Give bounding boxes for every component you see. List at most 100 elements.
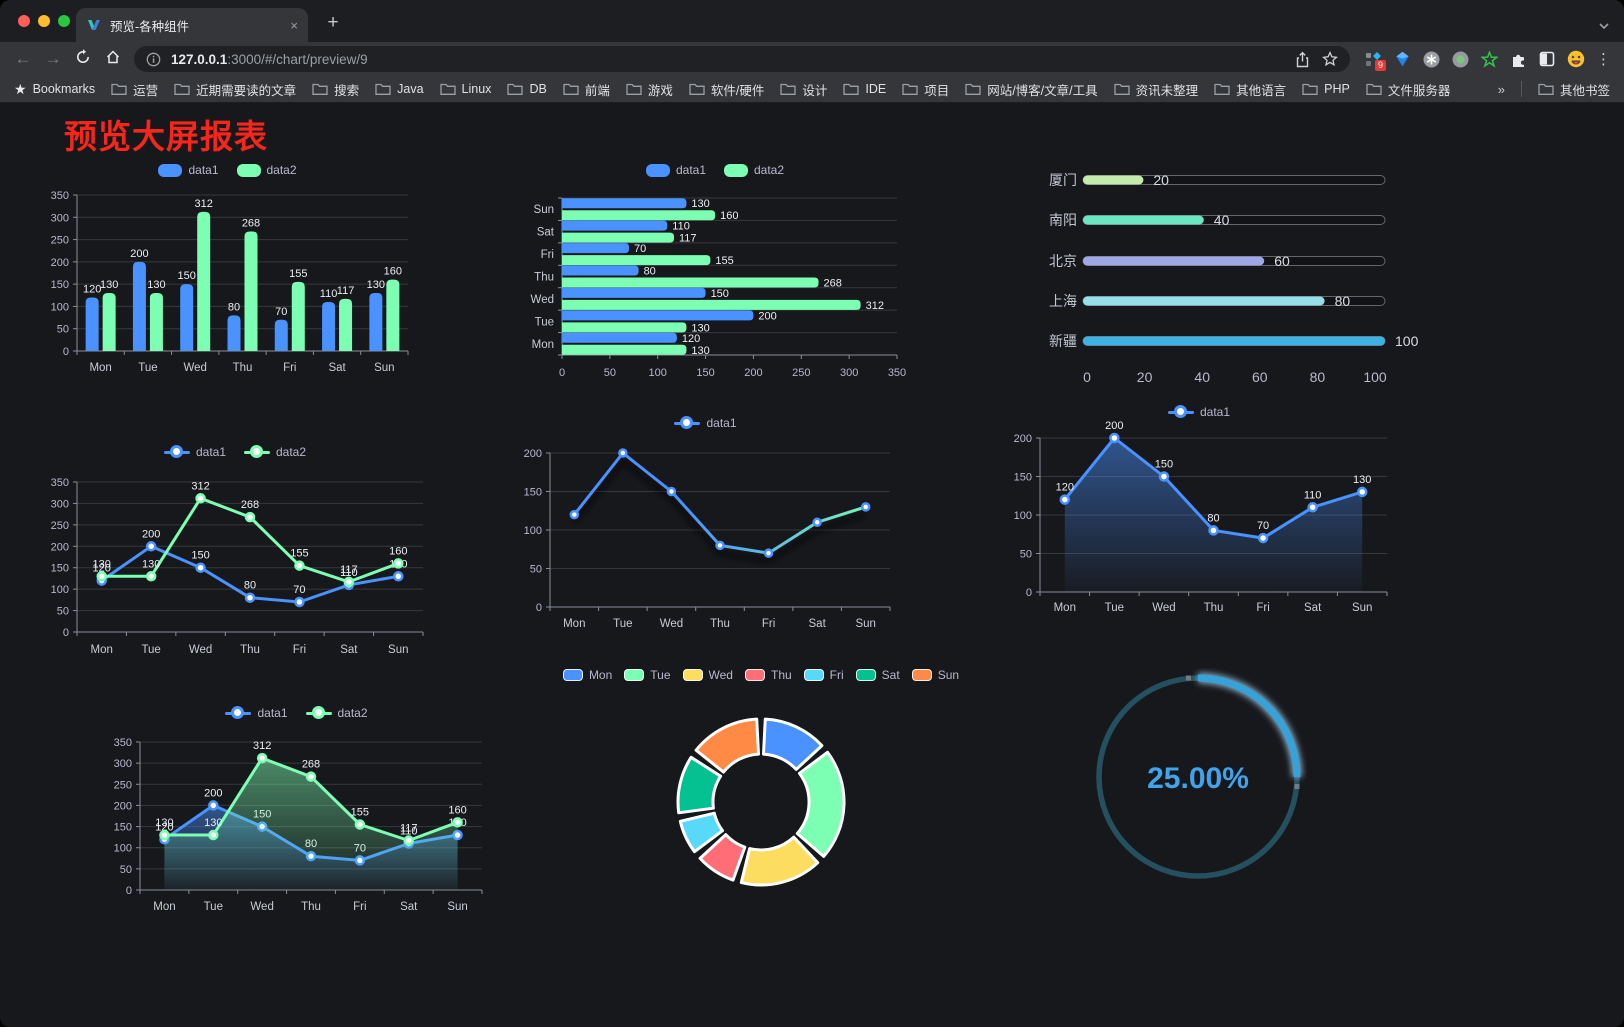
bookmark-folder-item[interactable]: 近期需要读的文章 xyxy=(174,80,296,99)
bookmark-folder-item[interactable]: 运营 xyxy=(111,80,158,99)
minimize-window-button[interactable] xyxy=(38,15,50,27)
tab-strip: 预览-各种组件 × + xyxy=(0,0,1624,42)
svg-text:150: 150 xyxy=(524,487,542,499)
folder-icon xyxy=(375,83,391,95)
tab-list-chevron-icon[interactable] xyxy=(1598,19,1610,33)
svg-text:Tue: Tue xyxy=(204,901,223,913)
legend-swatch xyxy=(236,163,261,177)
svg-text:155: 155 xyxy=(351,806,369,818)
other-bookmarks-item[interactable]: 其他书签 xyxy=(1538,80,1610,99)
svg-text:50: 50 xyxy=(57,324,69,336)
chart-line-gradient: 0 50 100 150 200 Mon Tue Wed Thu Fri Sat Sun data1 xyxy=(513,413,898,630)
legend-item-Tue[interactable]: Tue xyxy=(624,668,671,682)
svg-text:Mon: Mon xyxy=(91,644,113,656)
bookmark-folder-item[interactable]: DB xyxy=(507,80,547,99)
browser-toolbar: ← → 127.0.0.1:3000/#/chart/preview/9 9 xyxy=(0,42,1624,76)
svg-text:250: 250 xyxy=(792,367,810,379)
svg-text:312: 312 xyxy=(191,480,209,492)
bookmark-folder-item[interactable]: IDE xyxy=(843,80,886,99)
forward-button[interactable]: → xyxy=(44,49,62,68)
extensions-area: 9 ⋮ xyxy=(1356,50,1616,71)
legend-item-Thu[interactable]: Thu xyxy=(744,668,792,682)
legend-item-Fri[interactable]: Fri xyxy=(803,668,844,682)
browser-tab[interactable]: 预览-各种组件 × xyxy=(76,8,308,42)
bookmark-folder-item[interactable]: 文件服务器 xyxy=(1366,80,1450,99)
folder-icon xyxy=(626,83,642,95)
ext-asterisk-icon[interactable] xyxy=(1422,50,1440,68)
bookmark-folder-item[interactable]: 前端 xyxy=(563,80,610,99)
legend-item-Wed[interactable]: Wed xyxy=(682,668,733,682)
svg-text:150: 150 xyxy=(1014,472,1032,484)
svg-text:0: 0 xyxy=(1083,369,1091,385)
share-icon[interactable] xyxy=(1295,51,1310,68)
ext-contrast-icon[interactable] xyxy=(1538,50,1556,68)
svg-text:Fri: Fri xyxy=(283,362,296,374)
svg-text:300: 300 xyxy=(114,758,132,770)
svg-text:200: 200 xyxy=(51,541,69,553)
legend-item-Sat[interactable]: Sat xyxy=(855,668,900,682)
svg-text:117: 117 xyxy=(400,823,418,835)
ext-green-dot-icon[interactable] xyxy=(1451,50,1469,68)
bookmark-folder-item[interactable]: Java xyxy=(375,80,424,99)
tab-close-icon[interactable]: × xyxy=(290,17,298,33)
svg-text:0: 0 xyxy=(63,346,69,358)
close-window-button[interactable] xyxy=(18,15,30,27)
menu-kebab-icon[interactable]: ⋮ xyxy=(1596,51,1611,68)
bookmark-folder-item[interactable]: 设计 xyxy=(780,80,827,99)
legend-item-data2[interactable]: data2 xyxy=(244,445,306,459)
ext-star-icon[interactable] xyxy=(1480,50,1498,68)
legend-item-data1[interactable]: data1 xyxy=(158,163,219,177)
svg-text:130: 130 xyxy=(691,345,709,357)
legend-item-Sun[interactable]: Sun xyxy=(911,668,959,682)
legend-item-data2[interactable]: data2 xyxy=(305,706,368,720)
svg-text:0: 0 xyxy=(1026,587,1032,599)
legend-item-data1[interactable]: data1 xyxy=(225,706,288,720)
svg-text:155: 155 xyxy=(290,548,308,560)
legend-item-data1[interactable]: data1 xyxy=(645,163,706,177)
svg-text:50: 50 xyxy=(57,606,69,618)
ext-puzzle-icon[interactable] xyxy=(1509,50,1527,68)
svg-text:Sat: Sat xyxy=(400,901,418,913)
svg-text:312: 312 xyxy=(195,198,213,210)
bookmark-folder-item[interactable]: 搜索 xyxy=(312,80,359,99)
bookmark-folder-item[interactable]: 网站/博客/文章/工具 xyxy=(965,80,1098,99)
home-button[interactable] xyxy=(98,49,128,70)
bookmark-folder-item[interactable]: PHP xyxy=(1302,80,1350,99)
bookmarks-manager-item[interactable]: ★ Bookmarks xyxy=(14,81,95,98)
bookmark-folder-item[interactable]: 资讯未整理 xyxy=(1113,80,1198,99)
new-tab-button[interactable]: + xyxy=(327,12,339,33)
legend-item-data2[interactable]: data2 xyxy=(236,163,297,177)
chart-legend: data1 data2 xyxy=(103,703,490,723)
site-info-icon[interactable] xyxy=(146,52,161,67)
bookmark-folder-item[interactable]: 项目 xyxy=(902,80,949,99)
legend-item-Mon[interactable]: Mon xyxy=(562,668,612,682)
ext-gem-icon[interactable] xyxy=(1393,50,1411,68)
bookmark-folder-item[interactable]: 其他语言 xyxy=(1214,80,1286,99)
bookmark-folder-item[interactable]: 软件/硬件 xyxy=(689,80,764,99)
svg-text:Sat: Sat xyxy=(340,644,358,656)
legend-item-data1[interactable]: data1 xyxy=(163,445,226,459)
ext-emoji-icon[interactable] xyxy=(1567,50,1585,68)
reload-button[interactable] xyxy=(68,48,98,70)
svg-text:Sun: Sun xyxy=(534,204,554,216)
svg-text:300: 300 xyxy=(51,498,69,510)
back-button[interactable]: ← xyxy=(14,49,32,68)
svg-text:100: 100 xyxy=(114,843,132,855)
bookmark-folder-item[interactable]: Linux xyxy=(439,80,491,99)
bookmarks-overflow-chevron[interactable]: » xyxy=(1497,81,1505,97)
bookmark-star-icon[interactable] xyxy=(1322,51,1338,67)
legend-swatch xyxy=(163,445,190,459)
svg-text:200: 200 xyxy=(1105,420,1123,432)
legend-item-data1[interactable]: data1 xyxy=(674,416,737,430)
svg-text:70: 70 xyxy=(293,584,305,596)
bookmark-folder-item[interactable]: 游戏 xyxy=(626,80,673,99)
legend-item-data2[interactable]: data2 xyxy=(724,163,784,177)
svg-text:Mon: Mon xyxy=(563,618,585,630)
ext-grid-diamond-icon[interactable]: 9 xyxy=(1364,50,1386,71)
svg-text:50: 50 xyxy=(1020,549,1032,561)
zoom-window-button[interactable] xyxy=(58,15,70,27)
svg-text:Thu: Thu xyxy=(534,272,554,284)
chart-horizontal-bar: 0 50 100 150 200 250 300 350 Mon 120 130 Tue 200 130 W… xyxy=(525,160,907,379)
legend-item-data1[interactable]: data1 xyxy=(1167,405,1230,419)
address-bar[interactable]: 127.0.0.1:3000/#/chart/preview/9 xyxy=(134,46,1350,72)
